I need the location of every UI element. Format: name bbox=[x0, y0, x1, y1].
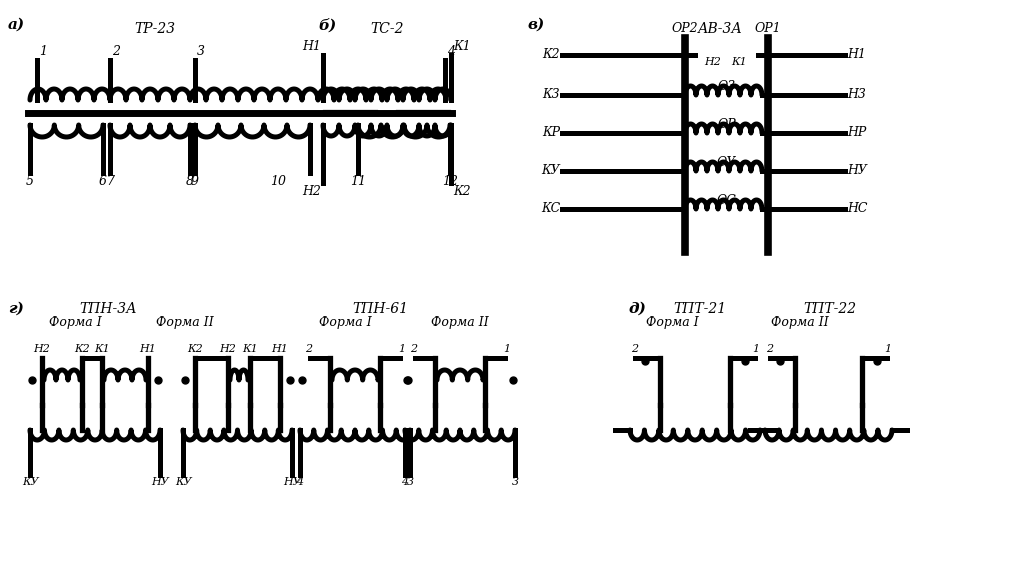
Text: 3: 3 bbox=[197, 45, 205, 58]
Text: 1: 1 bbox=[752, 344, 759, 354]
Text: 4: 4 bbox=[402, 477, 409, 487]
Text: 1: 1 bbox=[503, 344, 510, 354]
Text: ОР2: ОР2 bbox=[671, 22, 698, 35]
Text: К2: К2 bbox=[543, 48, 560, 61]
Text: АВ-3А: АВ-3А bbox=[698, 22, 742, 36]
Text: ТПТ-22: ТПТ-22 bbox=[803, 302, 856, 316]
Text: 3: 3 bbox=[407, 477, 414, 487]
Text: Н1: Н1 bbox=[303, 40, 321, 53]
Text: К2: К2 bbox=[453, 185, 470, 198]
Text: ОУ: ОУ bbox=[716, 156, 736, 169]
Text: ТПН-61: ТПН-61 bbox=[352, 302, 408, 316]
Text: Форма II: Форма II bbox=[156, 316, 214, 329]
Text: КР: КР bbox=[542, 126, 560, 139]
Text: Н2: Н2 bbox=[34, 344, 50, 354]
Text: 10: 10 bbox=[270, 175, 286, 188]
Text: в): в) bbox=[528, 18, 546, 32]
Text: ТПН-3А: ТПН-3А bbox=[79, 302, 137, 316]
Text: 12: 12 bbox=[442, 175, 458, 188]
Text: 8: 8 bbox=[186, 175, 194, 188]
Text: К1: К1 bbox=[453, 40, 470, 53]
Text: Форма I: Форма I bbox=[646, 316, 698, 329]
Text: 2: 2 bbox=[410, 344, 417, 354]
Text: КУ: КУ bbox=[542, 165, 560, 177]
Text: 5: 5 bbox=[26, 175, 34, 188]
Text: Форма II: Форма II bbox=[772, 316, 829, 329]
Text: К1: К1 bbox=[94, 344, 110, 354]
Text: г): г) bbox=[8, 302, 24, 316]
Text: б): б) bbox=[318, 18, 336, 32]
Text: 4: 4 bbox=[447, 45, 455, 58]
Text: 2: 2 bbox=[112, 45, 120, 58]
Text: 7: 7 bbox=[106, 175, 114, 188]
Text: НУ: НУ bbox=[151, 477, 169, 487]
Text: д): д) bbox=[628, 302, 646, 316]
Text: ОС: ОС bbox=[716, 194, 737, 207]
Text: ТС-2: ТС-2 bbox=[370, 22, 404, 36]
Text: ОР: ОР bbox=[717, 118, 736, 131]
Text: Н2: Н2 bbox=[220, 344, 236, 354]
Text: КС: КС bbox=[541, 203, 560, 215]
Text: Н2: Н2 bbox=[704, 57, 722, 67]
Text: ТР-23: ТР-23 bbox=[135, 22, 176, 36]
Text: ТПТ-21: ТПТ-21 bbox=[673, 302, 727, 316]
Text: О3: О3 bbox=[717, 80, 736, 93]
Text: КУ: КУ bbox=[21, 477, 38, 487]
Text: Н1: Н1 bbox=[140, 344, 156, 354]
Text: 1: 1 bbox=[39, 45, 47, 58]
Text: К1: К1 bbox=[242, 344, 258, 354]
Text: К3: К3 bbox=[543, 88, 560, 102]
Text: НР: НР bbox=[847, 126, 867, 139]
Text: ОР1: ОР1 bbox=[754, 22, 781, 35]
Text: 2: 2 bbox=[305, 344, 312, 354]
Text: 1: 1 bbox=[398, 344, 405, 354]
Text: Н3: Н3 bbox=[847, 88, 866, 102]
Text: 3: 3 bbox=[511, 477, 518, 487]
Text: Форма I: Форма I bbox=[49, 316, 101, 329]
Text: Н1: Н1 bbox=[272, 344, 288, 354]
Text: Форма II: Форма II bbox=[431, 316, 489, 329]
Text: КУ: КУ bbox=[175, 477, 191, 487]
Text: 1: 1 bbox=[884, 344, 891, 354]
Text: НУ: НУ bbox=[283, 477, 300, 487]
Text: НУ: НУ bbox=[847, 165, 867, 177]
Text: 9: 9 bbox=[191, 175, 199, 188]
Text: 2: 2 bbox=[631, 344, 638, 354]
Text: НС: НС bbox=[847, 203, 868, 215]
Text: К1: К1 bbox=[732, 57, 747, 67]
Text: Форма I: Форма I bbox=[319, 316, 371, 329]
Text: 2: 2 bbox=[765, 344, 773, 354]
Text: К2: К2 bbox=[187, 344, 203, 354]
Text: 6: 6 bbox=[99, 175, 107, 188]
Text: Н1: Н1 bbox=[847, 48, 866, 61]
Text: Н2: Н2 bbox=[303, 185, 321, 198]
Text: К2: К2 bbox=[75, 344, 90, 354]
Text: а): а) bbox=[8, 18, 26, 32]
Text: 11: 11 bbox=[350, 175, 366, 188]
Text: 4: 4 bbox=[296, 477, 304, 487]
